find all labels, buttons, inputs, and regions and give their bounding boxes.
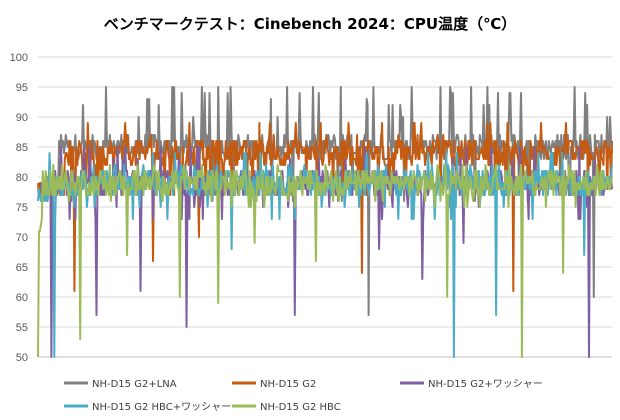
y-tick-label-100: 100 [10,52,28,64]
y-tick-label-55: 55 [16,322,28,334]
y-tick-label-80: 80 [16,172,28,184]
y-tick-label-60: 60 [16,292,28,304]
series-line-1 [37,86,613,316]
series-line-5 [37,164,613,358]
legend-label-5: NH-D15 G2 HBC [260,402,341,413]
series-line-2 [37,122,613,292]
chart-title: ベンチマークテスト：Cinebench 2024：CPU温度（℃） [104,15,516,33]
legend: NH-D15 G2+LNA NH-D15 G2 NH-D15 G2+ワッシャー NH-… [64,379,543,413]
y-tick-label-75: 75 [16,202,28,214]
legend-label-1: NH-D15 G2+LNA [92,379,177,390]
legend-label-2: NH-D15 G2 [260,379,316,390]
y-tick-label-95: 95 [16,82,28,94]
legend-label-4: NH-D15 G2 HBC+ワッシャー [92,402,231,413]
series-lines [37,86,613,358]
y-tick-label-65: 65 [16,262,28,274]
y-tick-label-90: 90 [16,112,28,124]
grid-lines [38,56,612,358]
y-tick-label-70: 70 [16,232,28,244]
y-axis-tick-labels: 50 55 60 65 70 75 80 85 90 95 100 [10,52,28,364]
y-tick-label-50: 50 [16,352,28,364]
legend-label-3: NH-D15 G2+ワッシャー [428,379,543,390]
y-tick-label-85: 85 [16,142,28,154]
